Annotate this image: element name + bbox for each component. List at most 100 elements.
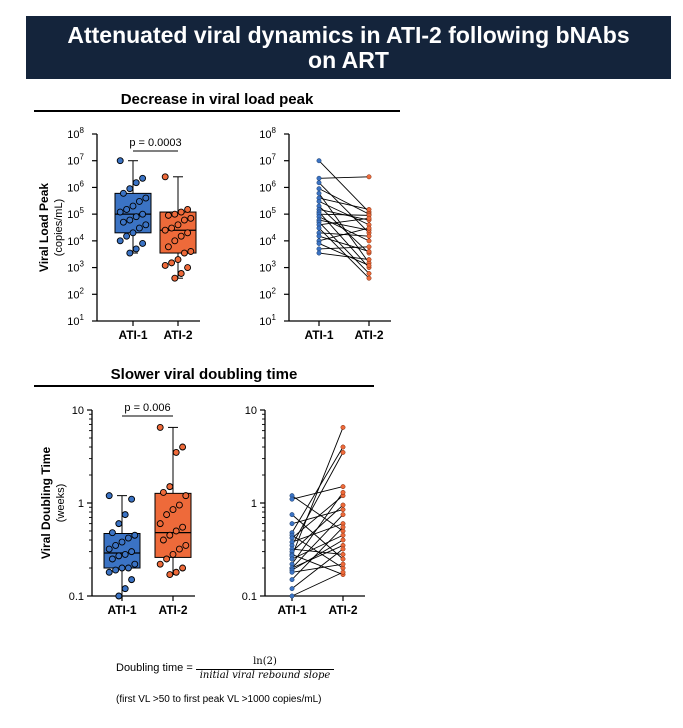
formula-prefix: Doubling time = xyxy=(116,662,193,674)
pair-point-ati2 xyxy=(340,569,346,575)
pair-point-ati1 xyxy=(289,535,295,541)
data-point xyxy=(171,274,179,282)
data-point xyxy=(184,229,192,237)
data-point xyxy=(179,523,187,531)
data-point xyxy=(126,216,134,224)
data-point xyxy=(182,492,190,500)
pair-line xyxy=(291,548,344,589)
data-point xyxy=(118,538,126,546)
data-point xyxy=(171,210,179,218)
pair-point-ati1 xyxy=(289,586,295,592)
data-point xyxy=(159,488,167,496)
y-axis-label: Viral Doubling Time xyxy=(39,447,53,560)
data-point xyxy=(121,550,129,558)
formula-numerator: ln(2) xyxy=(253,656,277,667)
data-point xyxy=(116,157,124,165)
x-tick-label: ATI-2 xyxy=(163,328,192,342)
data-point xyxy=(172,448,180,456)
pair-line xyxy=(318,213,370,216)
y-tick-label: 1 xyxy=(251,498,257,510)
data-point xyxy=(121,585,129,593)
pair-point-ati2 xyxy=(340,524,346,530)
section-divider-bottom xyxy=(34,385,374,387)
y-tick-label: 108 xyxy=(67,126,84,141)
y-tick-label: 102 xyxy=(259,286,276,301)
data-point xyxy=(179,564,187,572)
y-tick-label: 0.1 xyxy=(69,591,84,603)
pair-point-ati2 xyxy=(366,215,372,221)
pair-point-ati1 xyxy=(316,186,322,192)
data-point xyxy=(105,545,113,553)
y-tick-label: 101 xyxy=(259,313,276,328)
data-point xyxy=(172,527,180,535)
formula-note: (first VL >50 to first peak VL >1000 cop… xyxy=(116,694,322,705)
data-point xyxy=(123,232,131,240)
pair-line xyxy=(318,235,370,252)
pair-point-ati1 xyxy=(289,577,295,583)
pair-line xyxy=(291,514,344,569)
data-point xyxy=(177,232,185,240)
pair-line xyxy=(318,216,370,242)
pair-line xyxy=(318,227,370,242)
y-tick-label: 10 xyxy=(245,405,257,417)
data-point xyxy=(108,555,116,563)
pair-point-ati1 xyxy=(316,158,322,164)
data-point xyxy=(175,545,183,553)
y-tick-label: 101 xyxy=(67,313,84,328)
data-point xyxy=(126,249,134,257)
data-point xyxy=(161,226,169,234)
data-point xyxy=(118,564,126,572)
x-tick-label: ATI-1 xyxy=(107,603,136,617)
pair-point-ati1 xyxy=(316,198,322,204)
data-point xyxy=(174,256,182,263)
y-tick-label: 107 xyxy=(67,153,84,168)
pair-line xyxy=(291,553,344,575)
pair-point-ati1 xyxy=(316,180,322,186)
data-point xyxy=(115,592,123,600)
data-point xyxy=(174,221,182,229)
pair-point-ati2 xyxy=(340,512,346,518)
x-tick-label: ATI-2 xyxy=(158,603,187,617)
data-point xyxy=(124,564,132,572)
data-point xyxy=(169,550,177,558)
data-point xyxy=(159,536,167,544)
data-point xyxy=(180,216,188,224)
pair-line xyxy=(318,227,370,279)
data-point xyxy=(139,239,147,247)
data-point xyxy=(156,520,164,528)
data-point xyxy=(166,571,174,579)
data-point xyxy=(124,534,132,542)
p-value-label: p = 0.0003 xyxy=(129,137,181,149)
pair-point-ati1 xyxy=(316,240,322,246)
pair-line xyxy=(291,571,344,597)
formula-fraction-bar xyxy=(196,669,334,670)
pair-point-ati2 xyxy=(340,546,346,552)
section-title-doubling-time: Slower viral doubling time xyxy=(110,366,298,383)
title-line-1: Attenuated viral dynamics in ATI-2 follo… xyxy=(67,21,630,48)
y-tick-label: 1 xyxy=(78,498,84,510)
title-line-2: on ART xyxy=(308,46,389,73)
data-point xyxy=(132,245,140,253)
data-point xyxy=(169,506,177,514)
data-point xyxy=(156,560,164,568)
pair-line xyxy=(318,219,370,231)
x-tick-label: ATI-2 xyxy=(328,603,357,617)
y-tick-label: 105 xyxy=(259,206,276,221)
y-tick-label: 107 xyxy=(259,153,276,168)
data-point xyxy=(168,224,176,232)
data-point xyxy=(129,229,137,237)
pair-point-ati2 xyxy=(340,484,346,490)
pair-point-ati2 xyxy=(366,257,372,262)
data-point xyxy=(175,501,183,509)
pair-point-ati2 xyxy=(366,275,372,281)
pair-point-ati2 xyxy=(340,444,346,450)
data-point xyxy=(132,213,140,221)
formula-denominator: initial viral rebound slope xyxy=(199,670,331,681)
data-point xyxy=(112,566,120,574)
data-point xyxy=(126,185,134,193)
pair-line xyxy=(291,526,344,580)
pair-line xyxy=(318,176,370,179)
pair-line xyxy=(291,495,344,532)
data-point xyxy=(139,174,147,182)
pair-line xyxy=(318,182,370,234)
